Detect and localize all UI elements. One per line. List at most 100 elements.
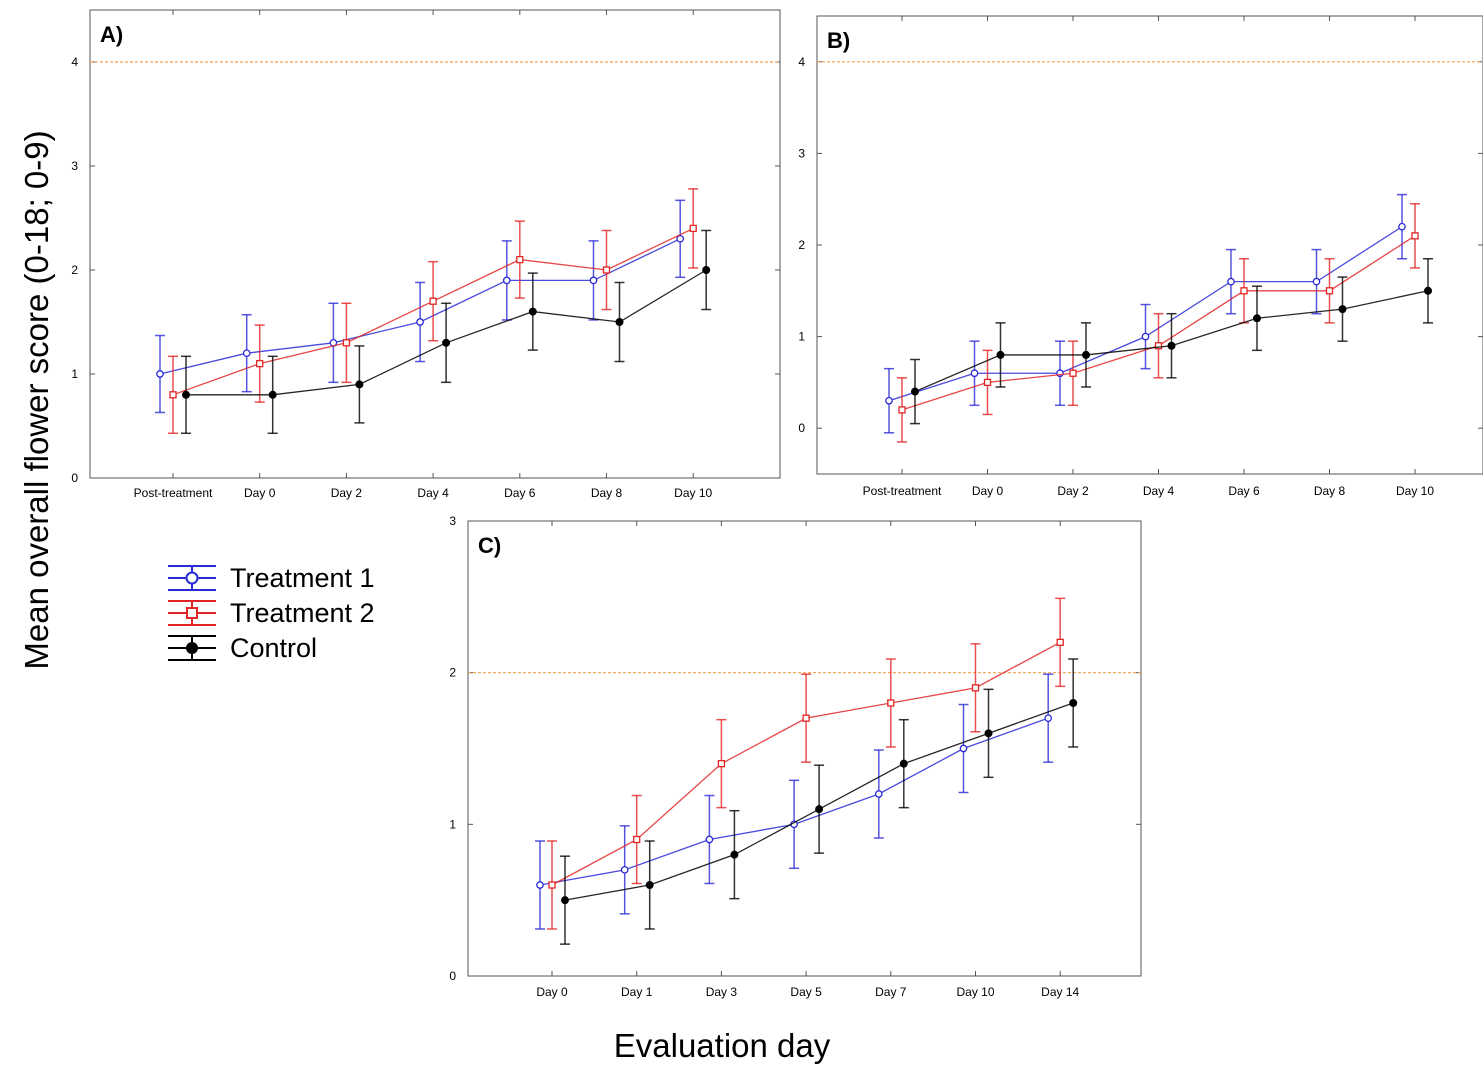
x-tick-label-day-0: Day 0 <box>536 985 568 999</box>
chart-panel-b: 0 1 2 3 4 Post-treatment Day 0 Day 2 Day 4 Day 6 D… <box>798 15 1483 498</box>
x-axis-title: Evaluation day <box>614 1027 831 1064</box>
y-tick-label: 1 <box>71 367 78 381</box>
data-point-treatment-1 <box>1227 277 1235 286</box>
data-point-treatment-2 <box>1240 287 1248 295</box>
data-point-treatment-1 <box>156 370 164 378</box>
y-tick-label: 3 <box>449 514 456 528</box>
data-point-control <box>528 307 537 316</box>
y-tick-label: 3 <box>798 146 805 160</box>
data-point-treatment-2 <box>548 881 556 889</box>
y-tick-label: 1 <box>449 817 456 831</box>
data-point-treatment-2 <box>971 684 980 692</box>
data-point-treatment-2 <box>342 339 351 347</box>
data-point-treatment-1 <box>1398 222 1406 231</box>
panel-label: C) <box>478 533 501 558</box>
data-point-treatment-2 <box>429 297 437 305</box>
data-point-treatment-1 <box>874 790 883 798</box>
y-tick-label: 2 <box>798 238 805 252</box>
data-point-treatment-2 <box>516 255 524 264</box>
data-point-treatment-1 <box>416 318 424 326</box>
data-point-treatment-1 <box>589 276 598 285</box>
data-point-control <box>984 729 993 738</box>
data-point-treatment-2 <box>802 714 810 722</box>
data-point-control <box>1069 699 1078 707</box>
data-point-treatment-1 <box>885 396 893 405</box>
x-tick-label-day-4: Day 4 <box>417 486 449 500</box>
data-point-control <box>815 805 824 814</box>
data-point-control <box>1082 350 1090 359</box>
x-tick-label-day-2: Day 2 <box>1057 484 1089 498</box>
plot-frame <box>89 9 781 479</box>
panel-label: A) <box>100 22 123 47</box>
data-point-treatment-1 <box>959 744 968 753</box>
data-point-treatment-1 <box>1312 277 1321 286</box>
y-tick-label: 2 <box>449 666 456 680</box>
y-tick-label: 4 <box>798 55 805 69</box>
data-point-treatment-2 <box>1056 638 1064 646</box>
data-point-treatment-2 <box>983 378 992 387</box>
x-tick-label-day-10: Day 10 <box>956 985 994 999</box>
data-point-treatment-2 <box>898 406 906 414</box>
chart-panel-a: 0 1 2 3 4 Post-treatment Day 0 Day 2 Day 4 Day 6 D… <box>71 9 781 500</box>
x-tick-label-day-10: Day 10 <box>674 486 712 500</box>
y-tick-label: 0 <box>798 421 805 435</box>
data-point-treatment-1 <box>502 276 511 285</box>
y-tick-label: 0 <box>71 471 78 485</box>
legend-marker-treatment-1 <box>185 571 199 585</box>
data-point-treatment-1 <box>705 835 714 844</box>
data-point-control <box>645 881 654 889</box>
data-point-control <box>268 390 277 399</box>
chart-panel-c: 0 1 2 3 Day 0 Day 1 Day 3 Day 5 Day 7 Day 10 Day 1… <box>449 514 1142 999</box>
data-point-control <box>561 896 569 905</box>
x-tick-label-day-6: Day 6 <box>1228 484 1260 498</box>
panel-label: B) <box>827 28 850 53</box>
x-tick-label-day-5: Day 5 <box>790 985 822 999</box>
data-point-control <box>182 390 190 399</box>
legend-label-treatment-1: Treatment 1 <box>230 563 375 593</box>
legend-marker-control <box>186 642 198 654</box>
plot-frame <box>467 520 1142 977</box>
data-point-control <box>1253 314 1261 323</box>
data-point-treatment-2 <box>1069 369 1077 377</box>
y-tick-label: 2 <box>71 263 78 277</box>
data-point-treatment-1 <box>970 369 979 378</box>
data-point-control <box>996 350 1005 359</box>
data-point-treatment-2 <box>633 835 641 844</box>
data-point-control <box>899 759 908 768</box>
data-point-control <box>911 387 919 396</box>
x-tick-label-day-6: Day 6 <box>504 486 536 500</box>
data-point-control <box>615 318 624 326</box>
legend-label-treatment-2: Treatment 2 <box>230 598 375 628</box>
y-tick-label: 0 <box>449 969 456 983</box>
x-tick-label-day-14: Day 14 <box>1041 985 1079 999</box>
data-point-treatment-1 <box>676 234 685 243</box>
legend: Treatment 1 Treatment 2 Control <box>168 563 375 663</box>
data-point-treatment-2 <box>717 760 726 768</box>
data-point-control <box>702 266 711 274</box>
x-tick-label-day-1: Day 1 <box>621 985 653 999</box>
data-point-control <box>355 380 364 389</box>
data-point-treatment-2 <box>169 391 177 399</box>
x-tick-label-post-treatment: Post-treatment <box>134 486 213 500</box>
data-point-treatment-2 <box>1154 342 1163 350</box>
x-tick-label-day-10: Day 10 <box>1396 484 1434 498</box>
data-point-treatment-2 <box>602 266 611 274</box>
data-point-treatment-1 <box>620 865 629 874</box>
legend-label-control: Control <box>230 633 317 663</box>
data-point-treatment-1 <box>1141 332 1150 341</box>
x-tick-label-day-2: Day 2 <box>331 486 363 500</box>
data-point-treatment-2 <box>256 359 264 368</box>
data-point-treatment-2 <box>1411 232 1419 240</box>
data-point-treatment-2 <box>1325 287 1334 295</box>
x-tick-label-day-8: Day 8 <box>1314 484 1346 498</box>
y-tick-label: 4 <box>71 55 78 69</box>
y-tick-label: 1 <box>798 330 805 344</box>
data-point-treatment-1 <box>536 881 544 889</box>
data-point-treatment-2 <box>887 699 895 707</box>
data-point-control <box>1338 305 1347 314</box>
x-tick-label-day-8: Day 8 <box>591 486 623 500</box>
data-point-treatment-1 <box>242 349 251 358</box>
x-tick-label-post-treatment: Post-treatment <box>863 484 942 498</box>
x-tick-label-day-0: Day 0 <box>972 484 1004 498</box>
